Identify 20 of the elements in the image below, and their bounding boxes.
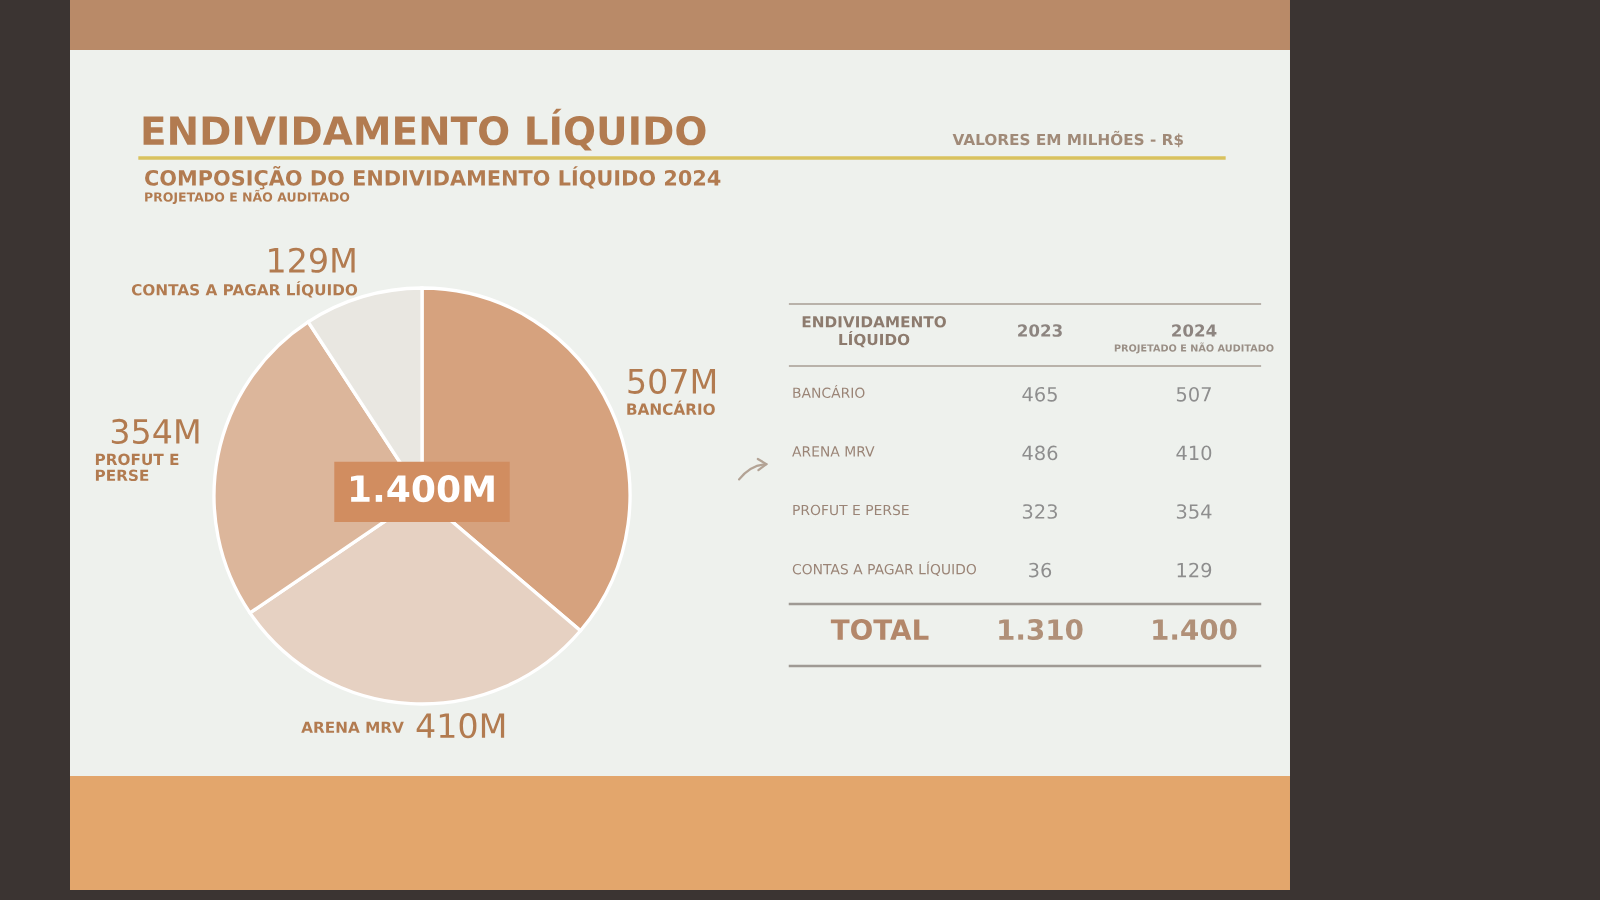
- data-label: 323: [1022, 504, 1057, 519]
- data-label: 36: [1029, 562, 1052, 578]
- chart-subtitle: COMPOSIÇÃO DO ENDIVIDAMENTO LÍQUIDO 2024: [145, 165, 721, 190]
- text: 1.400: [1153, 619, 1237, 641]
- text: 2023: [1018, 324, 1062, 337]
- data-label: 410: [1176, 445, 1212, 461]
- data-label: 486: [1022, 445, 1058, 461]
- data-label: 507: [1176, 386, 1211, 402]
- data-label: 129M: [269, 247, 355, 273]
- data-label: 354M: [111, 418, 199, 445]
- data-label: 354: [1176, 504, 1212, 519]
- text: 2024: [1172, 324, 1217, 337]
- data-label: 129: [1177, 562, 1212, 578]
- data-label: 507M: [628, 368, 716, 394]
- data-label: 410M: [416, 713, 505, 739]
- chart-title: ENDIVIDAMENTO LÍQUIDO: [143, 108, 706, 151]
- data-label: 465: [1022, 386, 1057, 402]
- text: TOTAL: [830, 619, 929, 641]
- text: 1.400M: [351, 475, 494, 503]
- text: 1.310: [999, 619, 1083, 641]
